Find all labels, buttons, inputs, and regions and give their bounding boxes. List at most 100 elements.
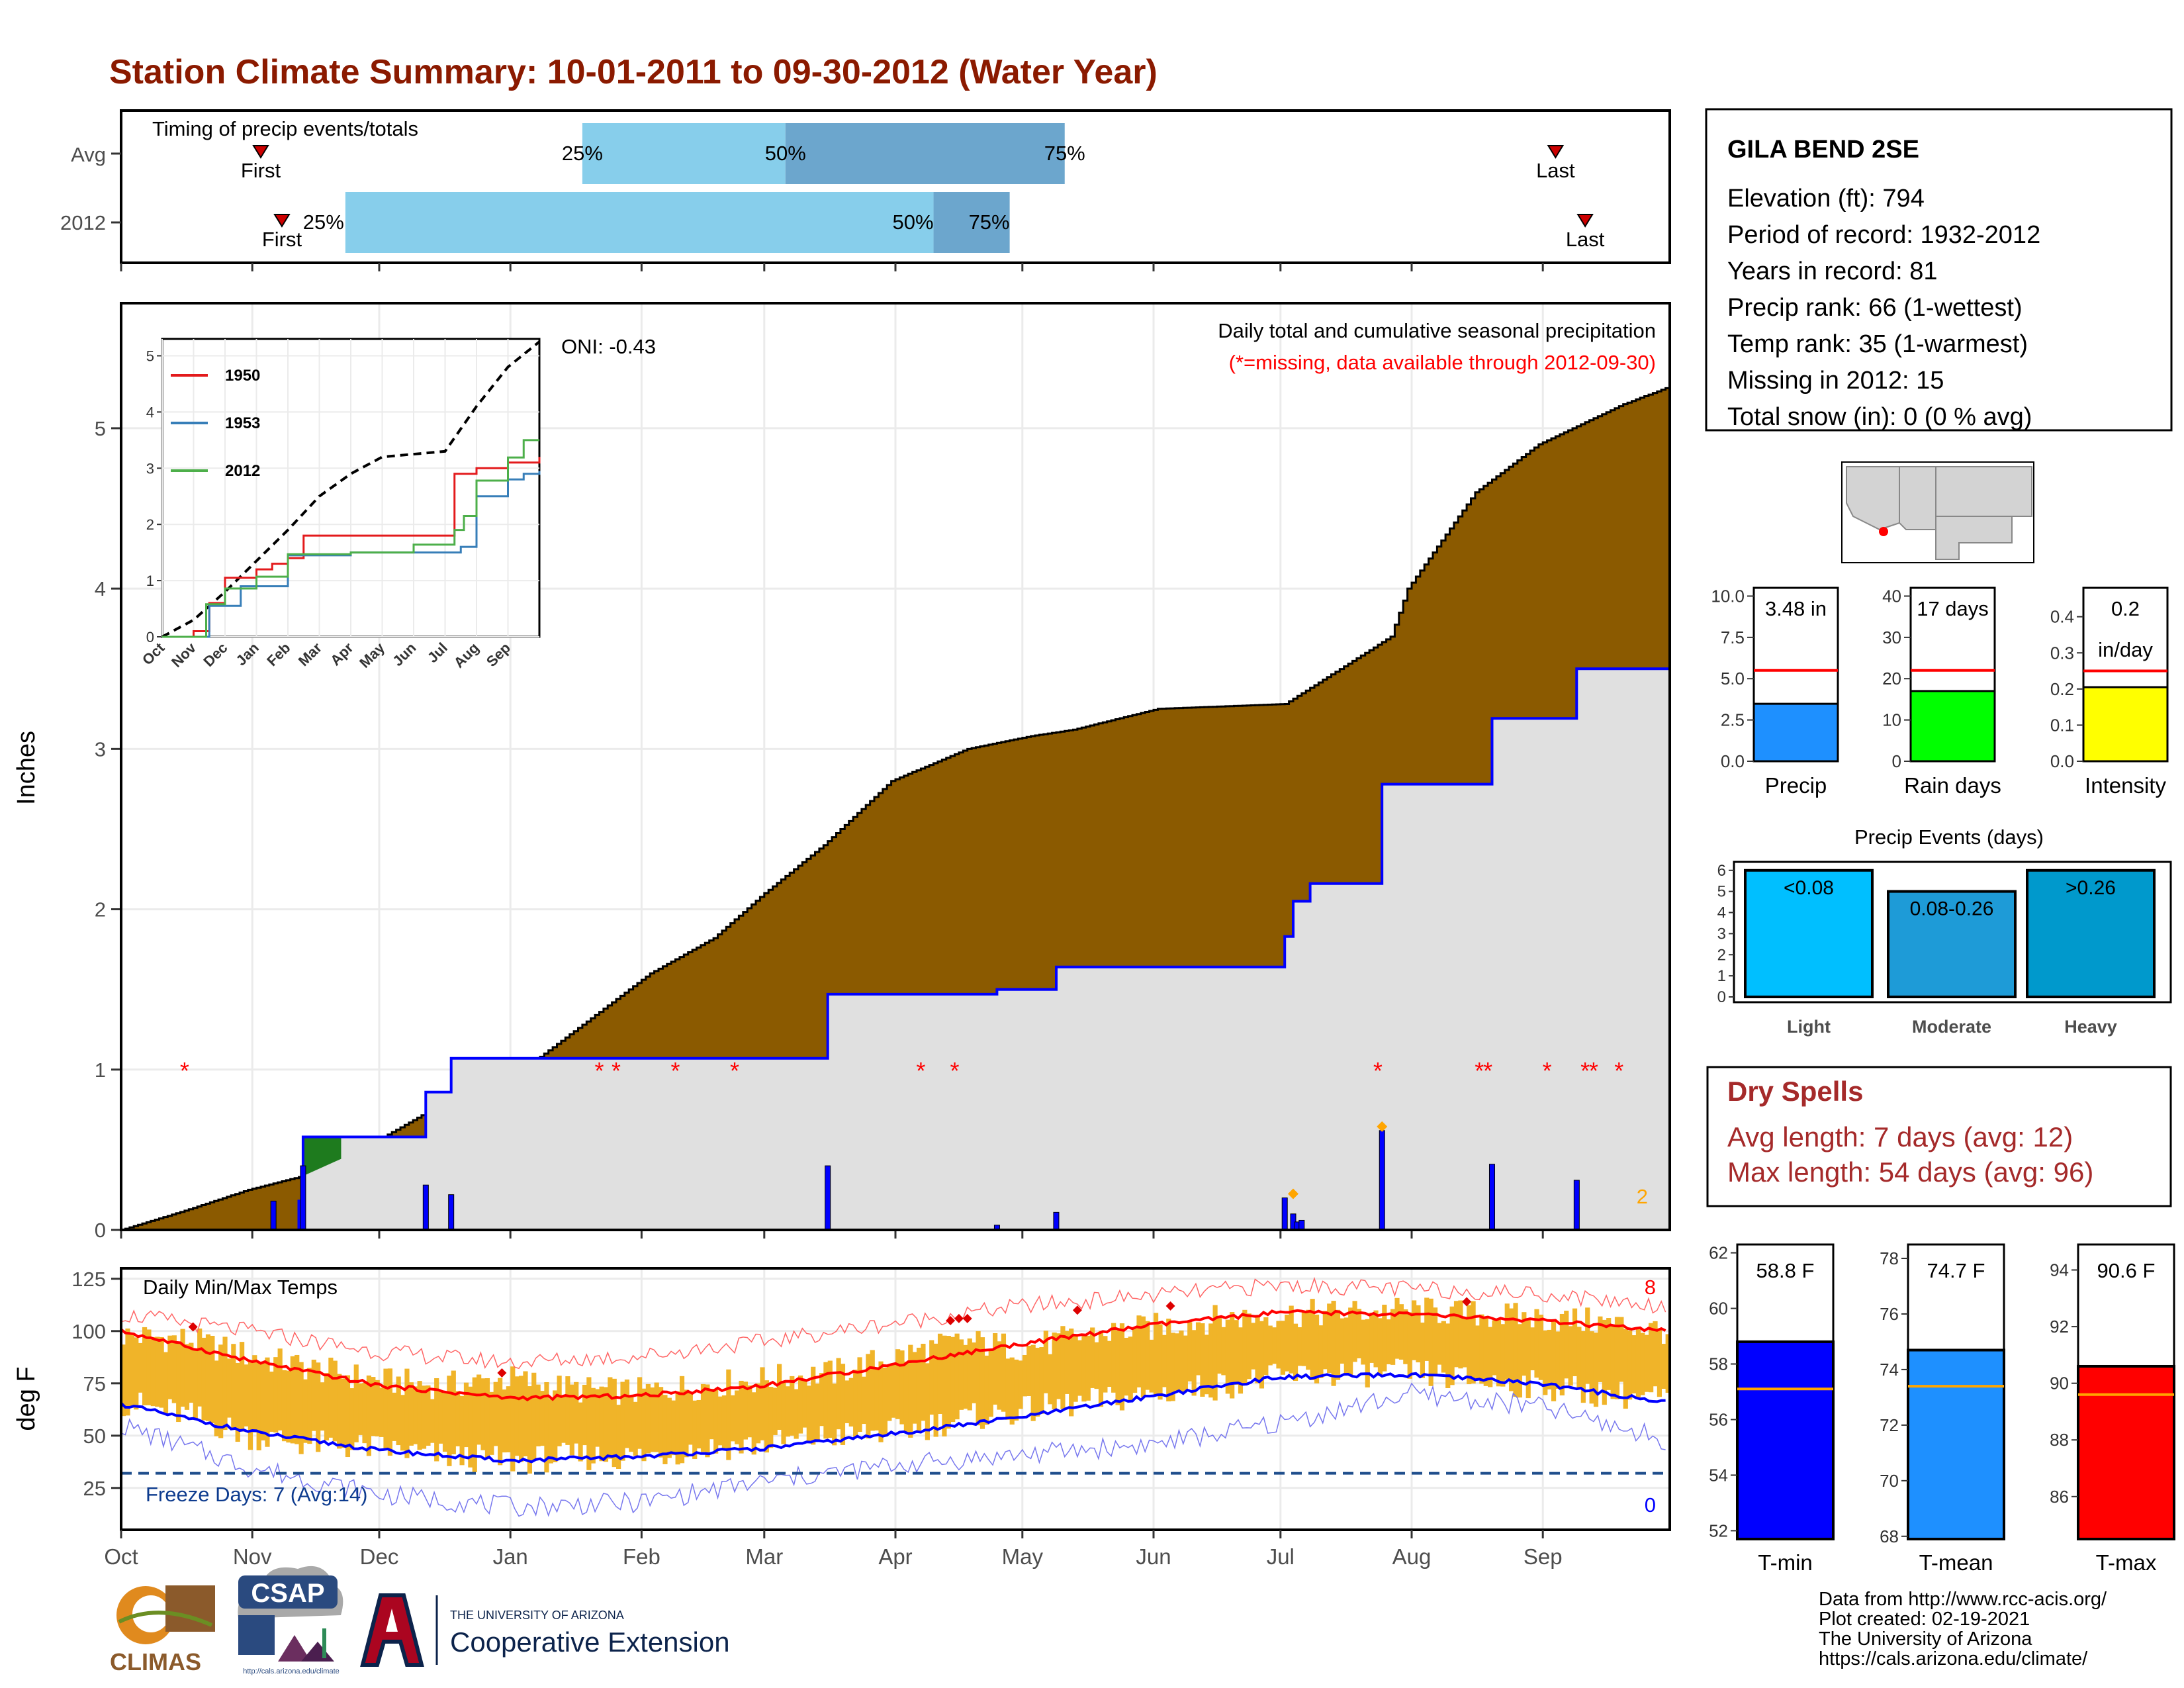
- daily-temp-range-bar: [298, 1362, 304, 1454]
- daily-temp-range-bar: [713, 1389, 719, 1454]
- daily-temp-range-bar: [721, 1395, 727, 1448]
- timing-panel-title: Timing of precip events/totals: [152, 117, 418, 140]
- daily-temp-range-bar: [1140, 1316, 1146, 1397]
- record-high-marker: [962, 1313, 972, 1323]
- summary-bar-tick-label: 7.5: [1721, 628, 1745, 647]
- summary-bar-tick-label: 30: [1882, 628, 1901, 647]
- daily-temp-range-bar: [539, 1391, 545, 1446]
- daily-temp-range-bar: [205, 1334, 211, 1421]
- daily-temp-range-bar: [675, 1391, 680, 1465]
- daily-temp-range-bar: [426, 1385, 431, 1446]
- daily-temp-range-bar: [743, 1382, 749, 1440]
- daily-temp-range-bar: [616, 1405, 621, 1470]
- timing-bar-50-75: [933, 192, 1010, 253]
- daily-temp-range-bar: [1441, 1321, 1446, 1373]
- summary-bar-tick-label: 0: [1892, 751, 1901, 771]
- daily-temp-range-bar: [1251, 1323, 1256, 1370]
- summary-bar-value-label: 3.48 in: [1765, 597, 1827, 620]
- daily-temp-range-bar: [603, 1387, 609, 1462]
- summary-bar-tick-label: 10: [1882, 710, 1901, 730]
- daily-temp-range-bar: [1331, 1301, 1336, 1386]
- daily-temp-range-bar: [578, 1402, 583, 1462]
- temp-xtick-label: Jan: [493, 1544, 528, 1569]
- daily-temp-range-bar: [180, 1329, 185, 1407]
- temp-ytick-label: 25: [83, 1477, 106, 1500]
- daily-temp-range-bar: [1255, 1315, 1260, 1383]
- daily-temp-range-bar: [176, 1341, 181, 1423]
- daily-temp-range-bar: [1416, 1305, 1421, 1363]
- daily-temp-range-bar: [307, 1368, 312, 1444]
- daily-temp-range-bar: [1056, 1333, 1062, 1399]
- daily-temp-range-bar: [413, 1386, 418, 1444]
- oni-label: ONI: -0.43: [561, 335, 656, 358]
- daily-temp-range-bar: [582, 1384, 588, 1446]
- dry-spells-avg: Avg length: 7 days (avg: 12): [1727, 1121, 2073, 1152]
- daily-temp-range-bar: [561, 1396, 567, 1443]
- daily-temp-range-bar: [590, 1387, 596, 1464]
- daily-temp-range-bar: [848, 1378, 854, 1427]
- temp-xtick-label: Aug: [1392, 1544, 1432, 1569]
- daily-temp-range-bar: [1276, 1321, 1281, 1369]
- temp-xtick-label: Jun: [1136, 1544, 1171, 1569]
- timing-label-50: 50%: [765, 142, 806, 165]
- daily-temp-range-bar: [1369, 1312, 1375, 1363]
- temp-bar-tick-label: 56: [1709, 1409, 1728, 1429]
- daily-temp-range-bar: [1030, 1344, 1036, 1421]
- daily-temp-range-bar: [337, 1374, 342, 1449]
- daily-temp-range-bar: [447, 1376, 452, 1466]
- daily-temp-range-bar: [1327, 1303, 1332, 1374]
- daily-temp-range-bar: [1081, 1336, 1087, 1402]
- daily-temp-range-bar: [620, 1382, 625, 1461]
- temp-bar-tick-label: 62: [1709, 1243, 1728, 1263]
- daily-temp-range-bar: [1310, 1299, 1315, 1380]
- temp-ytick-label: 100: [71, 1320, 106, 1343]
- daily-temp-range-bar: [201, 1337, 206, 1421]
- daily-temp-range-bar: [1242, 1309, 1248, 1385]
- daily-temp-range-bar: [1225, 1319, 1230, 1394]
- daily-temp-range-bar: [1191, 1330, 1197, 1396]
- temp-xtick-label: Mar: [745, 1544, 783, 1569]
- daily-temp-range-bar: [997, 1341, 1002, 1410]
- daily-temp-range-bar: [311, 1360, 316, 1431]
- daily-temp-range-bar: [984, 1355, 989, 1425]
- daily-temp-range-bar: [1014, 1359, 1019, 1421]
- temp-bar-tick-label: 60: [1709, 1299, 1728, 1319]
- daily-temp-range-bar: [472, 1377, 477, 1473]
- daily-temp-range-bar: [946, 1336, 951, 1429]
- daily-temp-range-bar: [1386, 1319, 1391, 1364]
- temp-xtick-label: Jul: [1267, 1544, 1295, 1569]
- daily-temp-range-bar: [730, 1395, 735, 1442]
- ua-big-text: Cooperative Extension: [450, 1626, 730, 1658]
- daily-temp-range-bar: [438, 1389, 443, 1444]
- missing-day-marker: *: [1373, 1057, 1383, 1084]
- daily-temp-range-bar: [1161, 1335, 1167, 1387]
- daily-temp-range-bar: [159, 1336, 164, 1408]
- temp-bar-tick-label: 58: [1709, 1354, 1728, 1374]
- summary-bar-label: Precip: [1765, 773, 1827, 798]
- daily-temp-range-bar: [1403, 1309, 1408, 1364]
- daily-temp-range-bar: [295, 1354, 300, 1444]
- daily-temp-range-bar: [1445, 1323, 1451, 1388]
- daily-precip-bar: [422, 1184, 429, 1231]
- daily-temp-range-bar: [1585, 1307, 1590, 1384]
- missing-day-marker: *: [671, 1057, 680, 1084]
- daily-temp-range-bar: [1576, 1327, 1582, 1389]
- precip-record-marker: [1377, 1121, 1388, 1132]
- daily-temp-range-bar: [1437, 1323, 1442, 1365]
- daily-temp-range-bar: [666, 1397, 672, 1458]
- summary-bar-tick-label: 0.4: [2050, 607, 2074, 627]
- above-average-area: [302, 1137, 341, 1176]
- daily-precip-bar: [1573, 1180, 1580, 1231]
- dry-spells-box: Dry Spells Avg length: 7 days (avg: 12) …: [1706, 1066, 2172, 1207]
- temp-xtick-label: Apr: [878, 1544, 912, 1569]
- temp-ytick-label: 125: [71, 1268, 106, 1291]
- daily-temp-range-bar: [781, 1382, 786, 1444]
- temp-bar-label: T-mean: [1919, 1550, 1993, 1575]
- daily-temp-range-bar: [535, 1384, 541, 1446]
- daily-temp-range-bar: [1111, 1323, 1116, 1393]
- daily-temp-range-bar: [925, 1363, 930, 1440]
- missing-day-marker: *: [594, 1057, 604, 1084]
- daily-temp-range-bar: [1115, 1330, 1120, 1405]
- daily-temp-range-bar: [273, 1357, 279, 1433]
